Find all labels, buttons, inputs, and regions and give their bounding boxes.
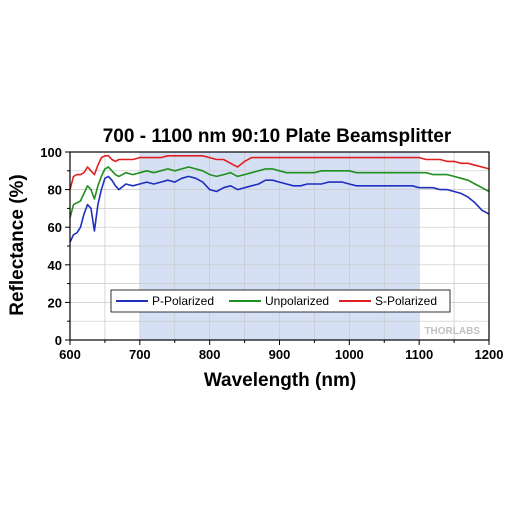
legend-label-p-polarized: P-Polarized [152,294,214,308]
series-lines [69,155,490,243]
legend: P-Polarized Unpolarized S-Polarized [110,289,451,313]
legend-box [110,289,451,313]
thorlabs-watermark: THORLABS [424,326,480,337]
y-tick-label: 0 [55,333,62,348]
x-tick-label: 1100 [405,347,433,362]
y-tick-label: 80 [48,183,62,198]
x-tick-label: 1200 [475,347,504,362]
legend-label-unpolarized: Unpolarized [265,294,329,308]
y-tick-label: 20 [48,295,62,310]
legend-label-s-polarized: S-Polarized [375,294,437,308]
x-tick-label: 900 [269,347,291,362]
y-tick-label: 100 [40,145,62,160]
x-tick-label: 700 [129,347,151,362]
series-line-unpolarized [69,166,490,219]
x-tick-label: 1000 [335,347,364,362]
y-axis-ticks: 0 20 40 60 80 100 [40,145,62,348]
axes [65,151,490,345]
series-line-s-polarized [69,155,490,190]
y-tick-label: 40 [48,258,62,273]
x-axis-ticks: 600 700 800 900 1000 1100 1200 [59,347,503,362]
x-tick-label: 800 [199,347,221,362]
series-line-p-polarized [69,175,490,243]
chart-title: 700 - 1100 nm 90:10 Plate Beamsplitter [103,126,452,147]
x-tick-label: 600 [59,347,81,362]
x-axis-label: Wavelength (nm) [204,370,356,391]
y-tick-label: 60 [48,220,62,235]
y-axis-label: Reflectance (%) [7,174,28,316]
